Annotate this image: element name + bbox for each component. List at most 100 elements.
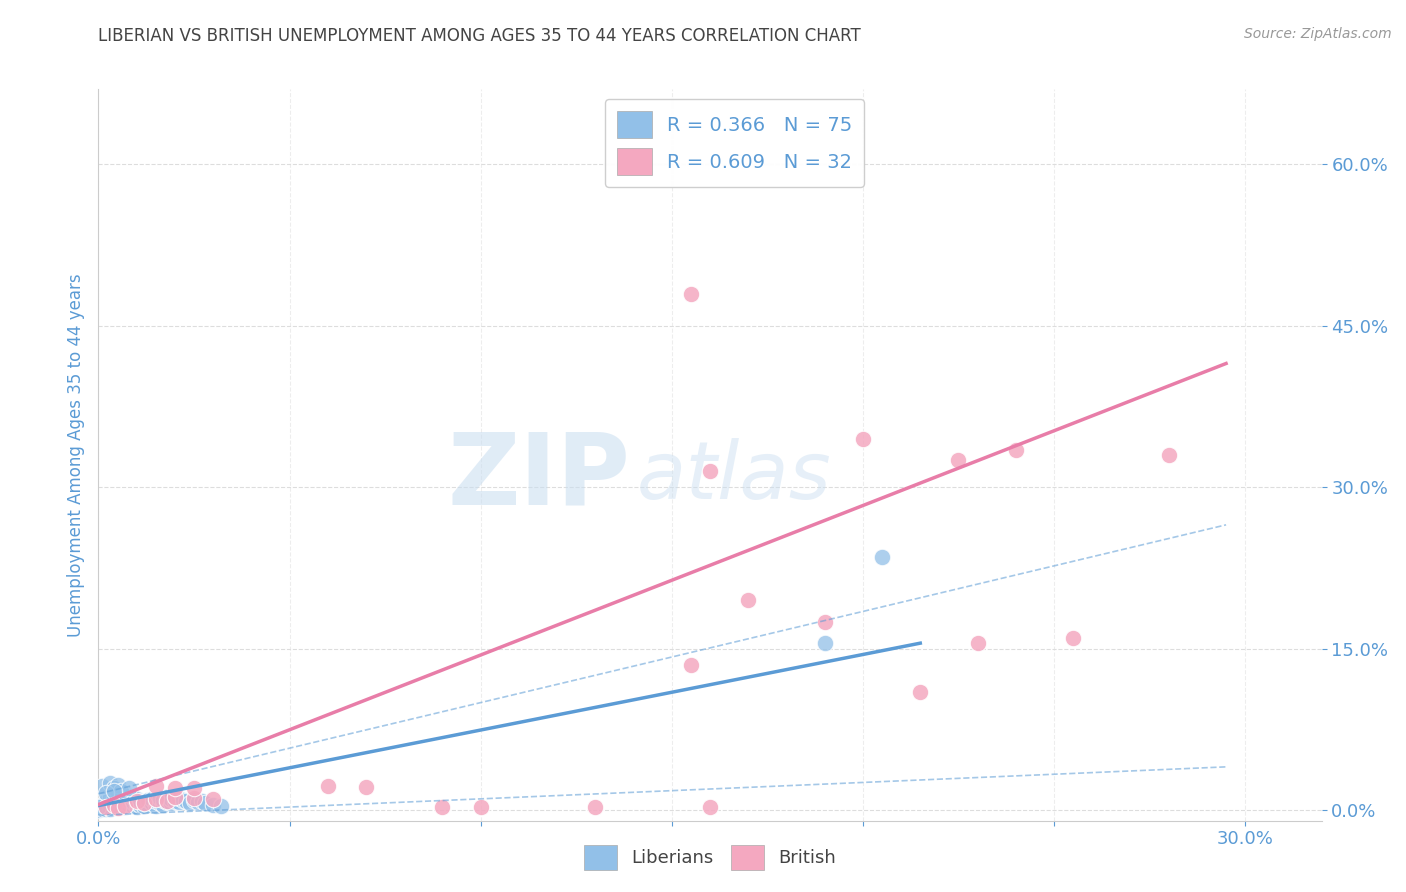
Point bbox=[163, 781, 186, 796]
Point bbox=[163, 794, 186, 808]
Text: atlas: atlas bbox=[637, 438, 831, 516]
Point bbox=[125, 792, 148, 806]
Point bbox=[118, 794, 141, 808]
Point bbox=[354, 780, 377, 795]
Point bbox=[1004, 442, 1026, 457]
Point bbox=[152, 793, 174, 807]
Point bbox=[136, 793, 159, 807]
Point bbox=[114, 798, 136, 813]
Point bbox=[103, 797, 125, 812]
Point bbox=[110, 789, 132, 804]
Point bbox=[179, 797, 201, 811]
Point bbox=[107, 799, 129, 814]
Point bbox=[145, 779, 167, 793]
Point bbox=[172, 793, 194, 807]
Point bbox=[149, 797, 172, 811]
Point bbox=[141, 797, 163, 811]
Point bbox=[176, 794, 198, 808]
Point bbox=[134, 796, 156, 810]
Point bbox=[190, 794, 212, 808]
Point bbox=[98, 789, 121, 804]
Point bbox=[121, 796, 143, 810]
Point bbox=[91, 797, 114, 812]
Point bbox=[94, 786, 117, 800]
Point bbox=[1062, 631, 1084, 645]
Point bbox=[125, 794, 148, 808]
Point bbox=[145, 798, 167, 813]
Point bbox=[114, 799, 136, 814]
Legend: Liberians, British: Liberians, British bbox=[576, 838, 844, 878]
Point bbox=[107, 787, 129, 801]
Point bbox=[183, 793, 205, 807]
Point bbox=[202, 792, 225, 806]
Point bbox=[91, 802, 114, 816]
Point bbox=[679, 286, 702, 301]
Point bbox=[183, 781, 205, 796]
Point bbox=[432, 799, 454, 814]
Point bbox=[118, 797, 141, 812]
Point bbox=[910, 684, 932, 698]
Point bbox=[870, 550, 893, 565]
Text: ZIP: ZIP bbox=[447, 428, 630, 525]
Point bbox=[129, 797, 152, 812]
Point bbox=[316, 779, 339, 793]
Point bbox=[156, 794, 179, 808]
Point bbox=[183, 791, 205, 805]
Point bbox=[107, 793, 129, 807]
Point bbox=[103, 781, 125, 796]
Point bbox=[852, 432, 875, 446]
Point bbox=[814, 636, 837, 650]
Point bbox=[814, 615, 837, 629]
Point bbox=[145, 794, 167, 808]
Point bbox=[114, 797, 136, 811]
Point bbox=[103, 798, 125, 813]
Point bbox=[167, 791, 190, 805]
Point bbox=[98, 776, 121, 790]
Point bbox=[103, 792, 125, 806]
Point bbox=[470, 799, 492, 814]
Point bbox=[121, 789, 143, 804]
Text: Source: ZipAtlas.com: Source: ZipAtlas.com bbox=[1244, 27, 1392, 41]
Point bbox=[87, 799, 110, 814]
Point bbox=[110, 798, 132, 813]
Point bbox=[107, 778, 129, 792]
Point bbox=[98, 797, 121, 811]
Point bbox=[129, 794, 152, 808]
Point bbox=[103, 783, 125, 797]
Point bbox=[187, 796, 209, 810]
Point bbox=[194, 797, 217, 811]
Point bbox=[114, 791, 136, 805]
Point bbox=[966, 636, 988, 650]
Point bbox=[149, 791, 172, 805]
Point bbox=[94, 802, 117, 816]
Point bbox=[98, 802, 121, 816]
Point bbox=[91, 779, 114, 793]
Point bbox=[103, 796, 125, 810]
Point bbox=[94, 799, 117, 814]
Point bbox=[156, 796, 179, 810]
Point bbox=[145, 792, 167, 806]
Point bbox=[167, 796, 190, 810]
Point bbox=[136, 797, 159, 812]
Point bbox=[98, 801, 121, 815]
Point bbox=[118, 781, 141, 796]
Point bbox=[160, 792, 183, 806]
Point bbox=[94, 799, 117, 814]
Point bbox=[209, 798, 232, 813]
Point bbox=[679, 657, 702, 672]
Point bbox=[202, 797, 225, 812]
Point bbox=[163, 789, 186, 804]
Point bbox=[948, 453, 970, 467]
Point bbox=[134, 797, 156, 811]
Point bbox=[121, 798, 143, 813]
Point bbox=[699, 799, 721, 814]
Point bbox=[107, 797, 129, 812]
Point bbox=[152, 797, 174, 812]
Point bbox=[125, 799, 148, 814]
Point bbox=[87, 803, 110, 817]
Point bbox=[134, 798, 156, 813]
Point bbox=[94, 794, 117, 808]
Point bbox=[118, 789, 141, 803]
Point bbox=[141, 792, 163, 806]
Point bbox=[110, 783, 132, 797]
